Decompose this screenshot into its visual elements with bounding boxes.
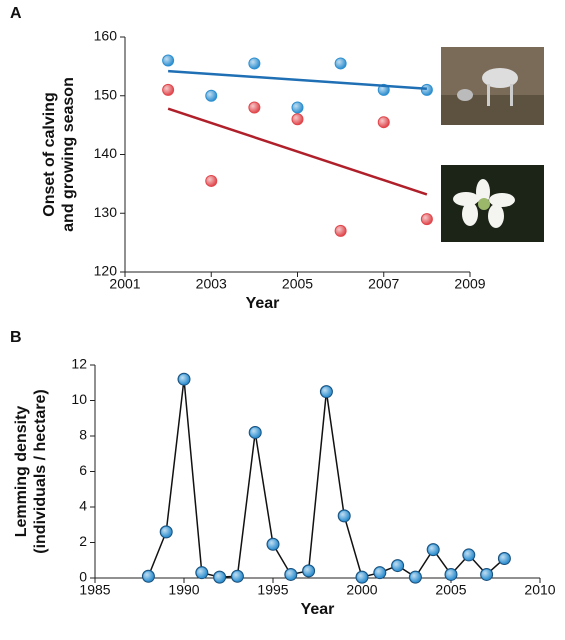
photo-flower <box>441 165 544 242</box>
point-highlight <box>428 544 439 555</box>
y-tick-label: 120 <box>94 263 118 279</box>
x-tick-label: 2007 <box>368 276 399 292</box>
point-highlight <box>249 58 260 69</box>
point-highlight <box>421 84 432 95</box>
point-highlight <box>410 572 421 583</box>
x-tick-label: 1995 <box>257 582 288 598</box>
point-highlight <box>206 175 217 186</box>
point-highlight <box>292 102 303 113</box>
point-highlight <box>163 55 174 66</box>
point-highlight <box>481 569 492 580</box>
y-tick-label: 8 <box>79 427 87 443</box>
photo-caribou <box>441 47 544 125</box>
point-highlight <box>249 102 260 113</box>
y-tick-label: 160 <box>94 28 118 44</box>
point-highlight <box>163 84 174 95</box>
y-axis-label: (individuals / hectare) <box>32 389 49 553</box>
y-tick-label: 150 <box>94 86 118 102</box>
point-highlight <box>463 549 474 560</box>
y-tick-label: 130 <box>94 204 118 220</box>
point-highlight <box>161 526 172 537</box>
y-tick-label: 10 <box>71 391 87 407</box>
x-axis-label: Year <box>246 295 280 312</box>
trend-line <box>168 69 427 90</box>
y-axis-label: Lemming density <box>13 406 30 538</box>
x-tick-label: 2003 <box>196 276 227 292</box>
point-highlight <box>446 569 456 580</box>
point-highlight <box>378 117 389 128</box>
x-tick-label: 2000 <box>346 582 377 598</box>
point-highlight <box>421 214 432 225</box>
x-tick-label: 1990 <box>168 582 199 598</box>
panel-label: B <box>10 329 22 346</box>
point-highlight <box>321 386 332 397</box>
point-highlight <box>206 90 217 101</box>
point-highlight <box>392 560 403 571</box>
series-line <box>147 379 505 579</box>
point-highlight <box>499 553 510 564</box>
y-tick-label: 12 <box>71 356 87 372</box>
x-tick-label: 2001 <box>109 276 140 292</box>
point-highlight <box>232 571 243 582</box>
y-tick-label: 4 <box>79 498 87 514</box>
point-highlight <box>292 114 303 125</box>
x-tick-label: 1985 <box>79 582 110 598</box>
point-highlight <box>268 539 278 550</box>
point-highlight <box>374 567 385 578</box>
point-highlight <box>378 84 389 95</box>
x-tick-label: 2005 <box>282 276 313 292</box>
y-axis-label: Onset of calving <box>41 92 58 216</box>
point-highlight <box>335 58 346 69</box>
y-tick-label: 6 <box>79 462 87 478</box>
point-highlight <box>196 567 207 578</box>
point-highlight <box>143 571 154 582</box>
x-tick-label: 2005 <box>435 582 466 598</box>
point-highlight <box>303 565 314 576</box>
point-highlight <box>357 572 367 583</box>
y-tick-label: 2 <box>79 533 87 549</box>
trend-line <box>167 107 428 196</box>
x-axis-label: Year <box>301 601 335 618</box>
point-highlight <box>250 427 261 438</box>
point-highlight <box>339 510 350 521</box>
y-axis-label: and growing season <box>60 77 77 232</box>
panel-label: A <box>10 5 22 22</box>
x-tick-label: 2009 <box>454 276 485 292</box>
y-tick-label: 140 <box>94 145 118 161</box>
point-highlight <box>179 374 189 385</box>
point-highlight <box>335 225 346 236</box>
point-highlight <box>214 572 225 583</box>
point-highlight <box>285 569 296 580</box>
x-tick-label: 2010 <box>524 582 555 598</box>
y-tick-label: 0 <box>79 569 87 585</box>
